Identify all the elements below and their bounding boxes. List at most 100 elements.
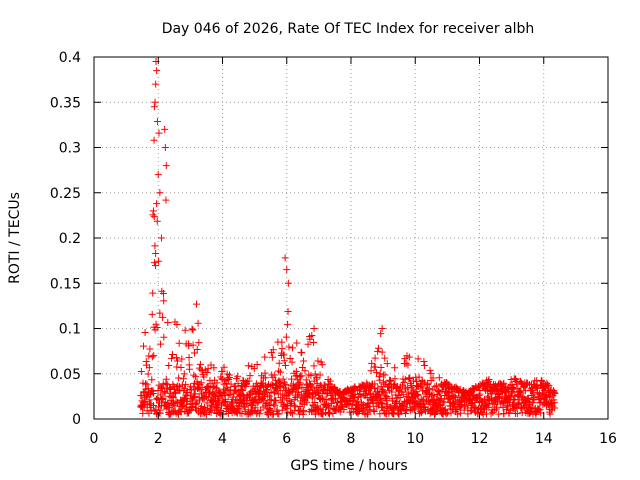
data-point: [396, 394, 404, 402]
data-point: [357, 393, 365, 401]
data-point: [405, 374, 413, 382]
data-point: [242, 399, 250, 407]
data-point: [280, 379, 288, 387]
data-point: [367, 389, 375, 397]
data-point: [292, 367, 300, 375]
data-point: [383, 360, 391, 368]
data-point: [270, 400, 278, 408]
data-point: [280, 357, 288, 365]
y-tick-label: 0.3: [59, 141, 81, 157]
x-tick-label: 6: [282, 431, 291, 447]
data-point: [197, 379, 205, 387]
data-point: [371, 380, 379, 388]
data-point: [151, 262, 159, 270]
y-tick-label: 0.4: [59, 50, 81, 66]
data-point: [149, 289, 157, 297]
data-point: [528, 403, 536, 411]
data-point: [306, 335, 314, 343]
data-point: [147, 406, 155, 414]
data-point: [536, 406, 544, 414]
data-point: [426, 366, 434, 374]
data-point: [200, 373, 208, 381]
data-point: [253, 361, 261, 369]
data-point: [310, 325, 318, 332]
data-point: [534, 384, 542, 392]
data-point: [198, 367, 206, 375]
data-point: [151, 98, 159, 106]
data-point: [154, 403, 162, 411]
data-point: [189, 326, 197, 334]
data-point: [156, 406, 164, 414]
data-point: [340, 406, 348, 414]
data-point: [153, 217, 161, 225]
data-point: [298, 348, 306, 356]
data-point: [541, 392, 549, 400]
data-point: [248, 402, 256, 410]
data-point: [251, 404, 259, 412]
data-point: [406, 374, 414, 382]
data-point: [429, 374, 437, 382]
data-point: [551, 389, 559, 397]
data-point: [168, 354, 176, 362]
x-tick-label: 2: [154, 431, 163, 447]
data-point: [222, 380, 230, 388]
data-point: [196, 360, 204, 368]
data-point: [420, 358, 428, 366]
data-point: [173, 321, 181, 329]
x-axis-title: GPS time / hours: [290, 458, 407, 474]
data-point: [272, 396, 280, 404]
data-point: [288, 410, 296, 418]
data-point: [210, 364, 218, 372]
data-point: [157, 234, 165, 242]
y-tick-label: 0.35: [50, 95, 81, 111]
data-point: [267, 396, 275, 404]
data-point: [393, 382, 401, 390]
data-point: [288, 358, 296, 366]
data-point: [374, 344, 382, 352]
data-point: [166, 384, 174, 392]
x-tick-label: 12: [471, 431, 489, 447]
data-point: [464, 410, 472, 418]
data-point: [405, 353, 413, 361]
data-point: [378, 348, 386, 356]
x-tick-label: 14: [535, 431, 553, 447]
data-point: [271, 371, 279, 379]
data-point: [304, 340, 312, 348]
data-point: [173, 363, 181, 371]
data-point: [447, 409, 455, 417]
data-point: [450, 401, 458, 409]
data-point: [213, 379, 221, 387]
data-point: [311, 410, 319, 418]
data-point: [271, 389, 279, 397]
data-point: [149, 390, 157, 398]
y-tick-labels: 0 0.05 0.1 0.15 0.2 0.25 0.3 0.35 0.4: [50, 50, 81, 428]
data-point: [478, 379, 486, 387]
data-point: [191, 349, 199, 357]
data-point: [186, 365, 194, 373]
data-point: [537, 395, 545, 403]
data-point: [530, 390, 538, 398]
data-point: [378, 325, 386, 332]
data-point: [152, 250, 160, 258]
data-point: [381, 354, 389, 362]
data-point: [402, 359, 410, 367]
data-point: [155, 257, 163, 265]
data-point: [178, 355, 186, 363]
data-point: [300, 407, 308, 415]
axis-ticks: [93, 56, 609, 420]
data-point: [152, 320, 160, 328]
data-point: [421, 362, 429, 370]
data-point: [275, 359, 283, 367]
data-point: [289, 344, 297, 352]
x-tick-label: 8: [347, 431, 356, 447]
data-point: [156, 189, 164, 197]
data-point: [195, 339, 203, 347]
data-point: [140, 342, 148, 350]
data-point: [189, 341, 197, 349]
data-point: [415, 373, 423, 381]
data-point: [172, 354, 180, 362]
data-point: [275, 367, 283, 375]
data-point: [400, 378, 408, 386]
x-tick-label: 10: [406, 431, 424, 447]
data-point: [509, 384, 517, 392]
